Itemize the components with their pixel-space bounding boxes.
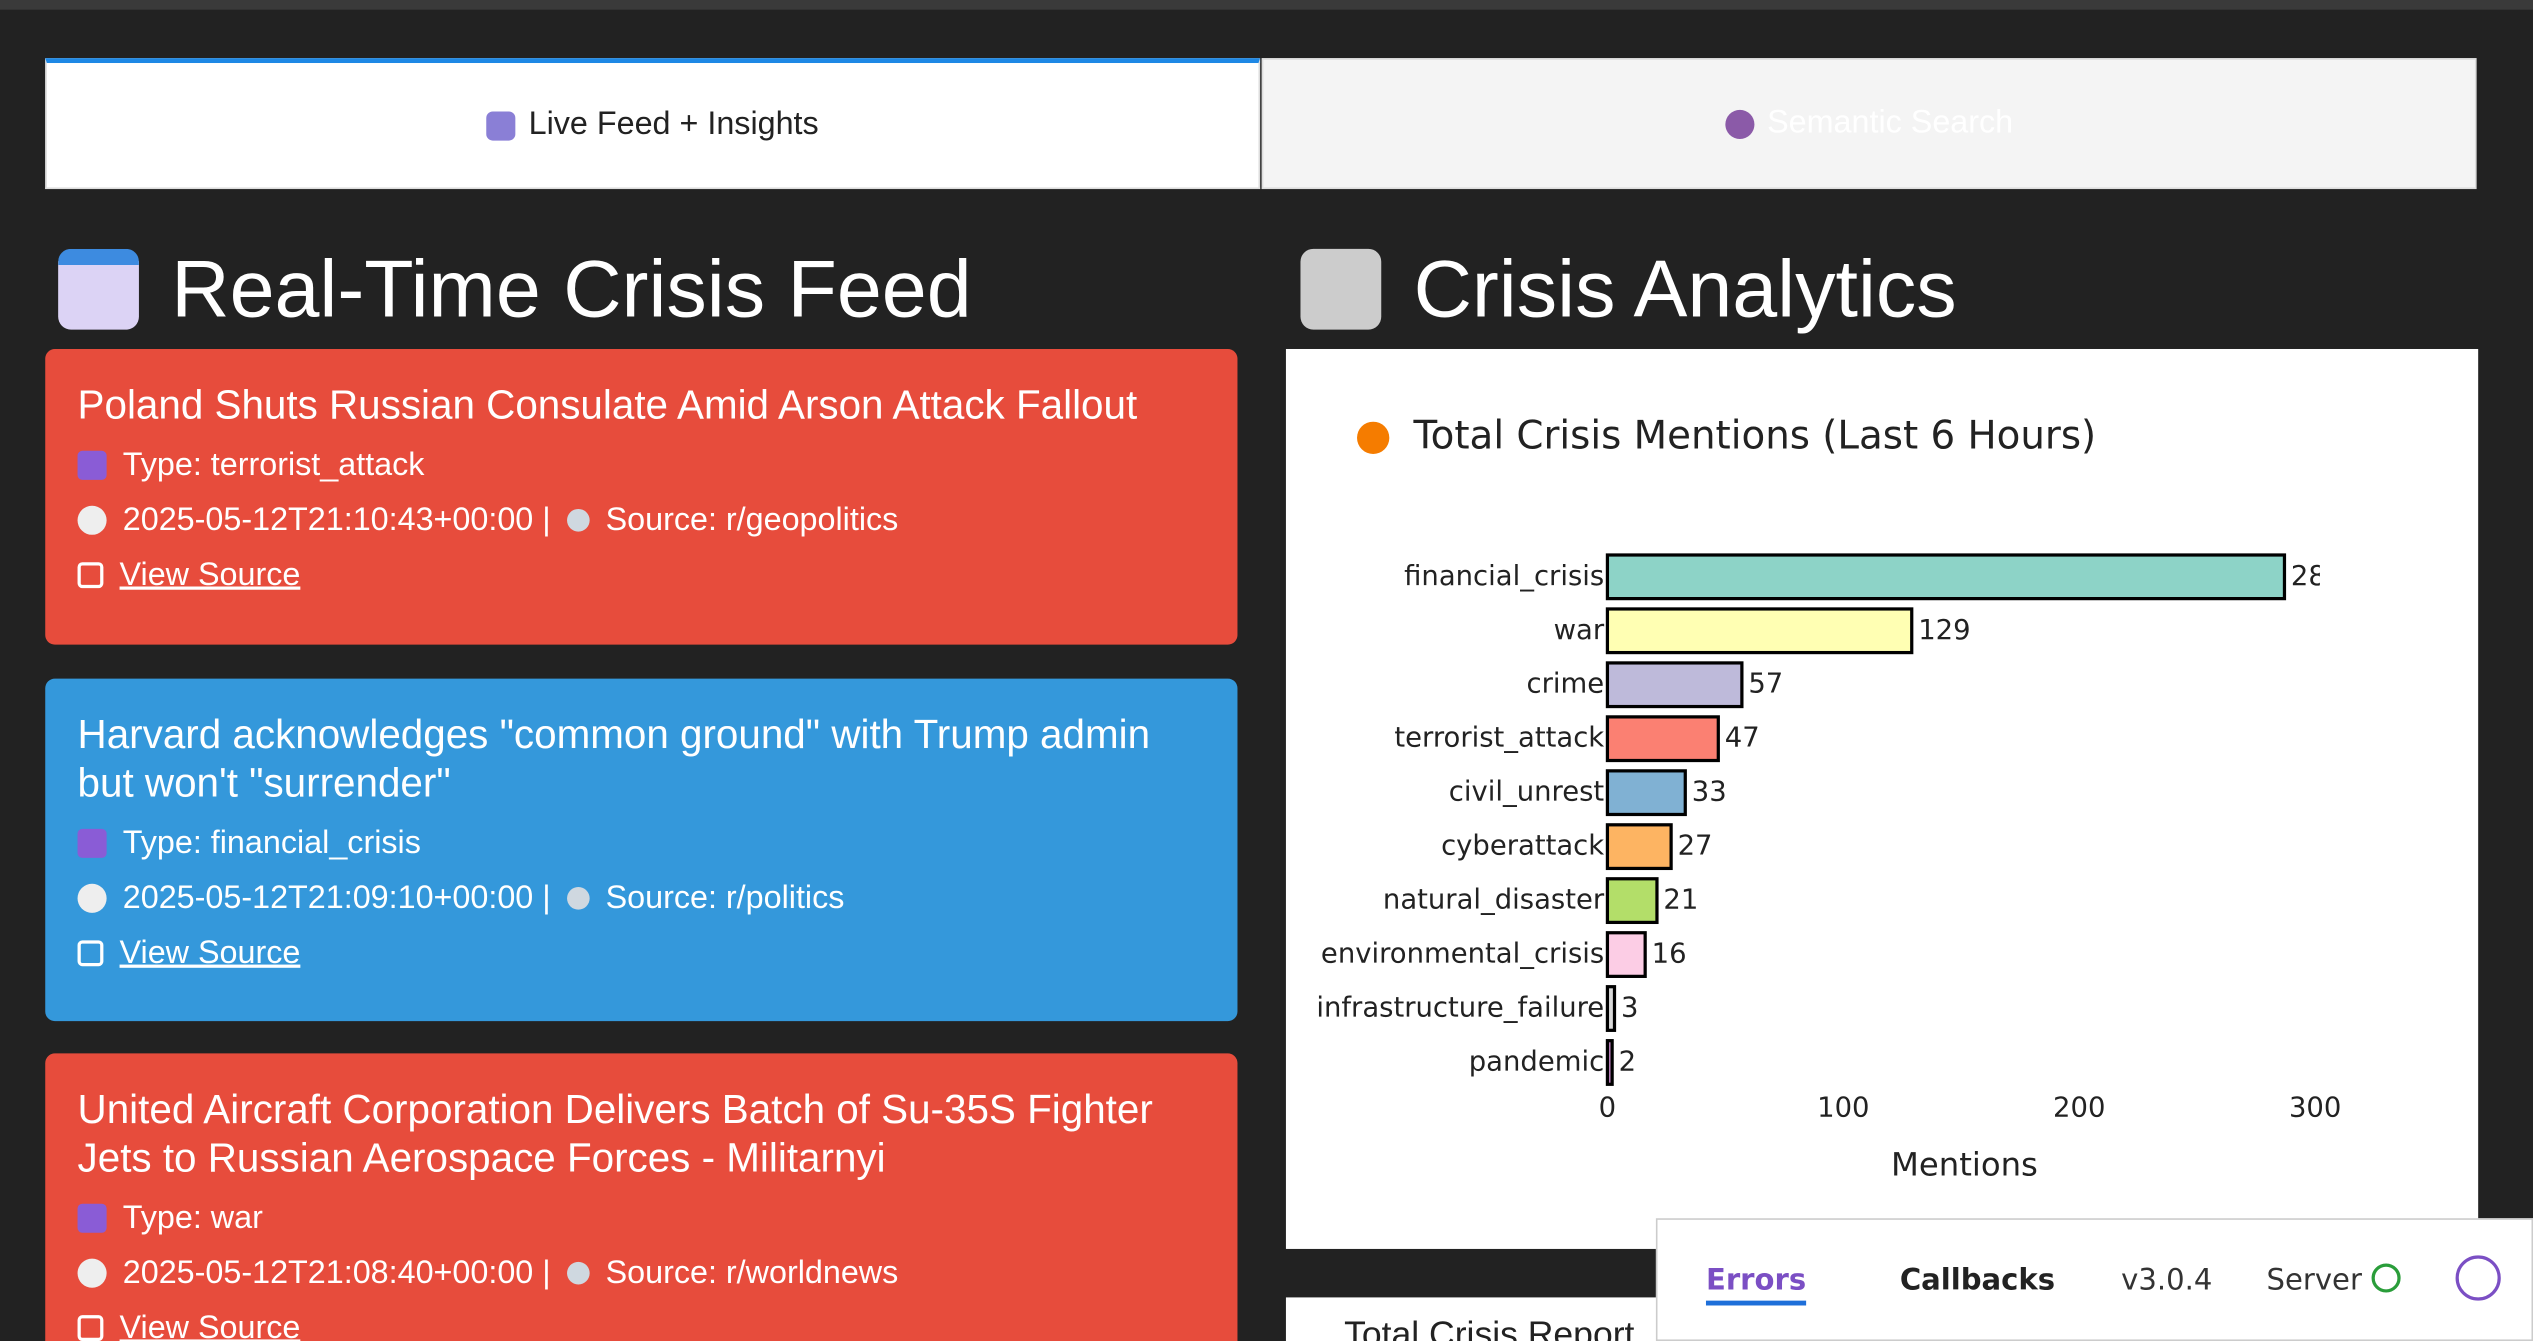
value-label: 27 [1678, 831, 1713, 862]
card-row: Type: terrorist_attack [77, 446, 1206, 485]
heading: Crisis Analytics [1300, 242, 1957, 336]
bar [1605, 877, 1659, 925]
card-title: Poland Shuts Russian Consulate Amid Arso… [77, 382, 1138, 429]
card-source: Source: r/worldnews [605, 1255, 899, 1291]
x-tick-label: 100 [1817, 1092, 1869, 1123]
card-row: 2025-05-12T21:10:43+00:00 | Source: r/geo… [77, 501, 1206, 540]
card-title: United Aircraft Corporation Delivers Bat… [77, 1087, 1153, 1182]
tab-label: Live Feed + Insights [528, 106, 819, 143]
panel-title: Total Crisis Report [1344, 1313, 1635, 1341]
card-type: Type: financial_crisis [122, 825, 421, 862]
y-tick-label: war [1554, 615, 1605, 646]
y-tick-label: natural_disaster [1383, 885, 1605, 916]
y-tick-label: infrastructure_failure [1316, 993, 1604, 1024]
server-status: Server [2266, 1263, 2362, 1298]
tab-label: Semantic Search [1767, 105, 2014, 141]
card-row: View Source [77, 556, 1206, 595]
toggle-button[interactable] [2455, 1255, 2501, 1301]
tab[interactable]: Semantic Search [1261, 58, 2477, 190]
status-icon [2371, 1263, 2401, 1293]
card-row: 2025-05-12T21:08:40+00:00 | Source: r/wor… [77, 1254, 1206, 1293]
heading: Real-Time Crisis Feed [58, 242, 972, 336]
y-tick-label: financial_crisis [1404, 561, 1604, 592]
bar [1605, 985, 1617, 1032]
fire-icon [1357, 421, 1390, 455]
x-tick-label: 0 [1599, 1092, 1616, 1123]
devtools-bar: Errors Callbacks v3.0.4 Server [1655, 1218, 2533, 1341]
value-label: 129 [1918, 615, 1970, 646]
value-label: 57 [1748, 669, 1783, 700]
heading-text: Real-Time Crisis Feed [171, 243, 972, 335]
card-title: Harvard acknowledges "common ground" wit… [77, 712, 1151, 807]
chart-title: Total Crisis Mentions (Last 6 Hours) [1413, 413, 2097, 458]
card-type: Type: war [122, 1200, 263, 1237]
card-link[interactable]: View Source [119, 935, 301, 972]
card-source: Source: r/geopolitics [605, 502, 899, 539]
card-time: 2025-05-12T21:08:40+00:00 | [122, 1255, 551, 1291]
card-time: 2025-05-12T21:09:10+00:00 | [122, 880, 551, 917]
y-tick-label: cyberattack [1441, 831, 1604, 862]
card-time: 2025-05-12T21:10:43+00:00 | [122, 502, 551, 539]
bar [1605, 715, 1720, 763]
chart: Total Crisis Mentions (Last 6 Hours) Men… [1316, 413, 2343, 1184]
callbacks-tab[interactable]: Callbacks [1899, 1263, 2056, 1298]
card-row: View Source [77, 934, 1206, 973]
card-row: View Source [77, 1309, 1206, 1341]
bar [1605, 769, 1687, 817]
card-link[interactable]: View Source [119, 557, 301, 593]
card-source: Source: r/politics [605, 880, 845, 917]
y-tick-label: terrorist_attack [1394, 723, 1604, 754]
heading-text: Crisis Analytics [1413, 243, 1957, 335]
x-tick-label: 200 [2053, 1092, 2105, 1123]
value-label: 3 [1621, 993, 1638, 1024]
y-tick-label: environmental_crisis [1321, 939, 1604, 970]
bar [1605, 823, 1673, 871]
version: v3.0.4 [2121, 1263, 2213, 1298]
bar [1605, 553, 2287, 601]
y-tick-label: civil_unrest [1449, 777, 1605, 808]
value-label: 16 [1652, 939, 1687, 970]
card-link[interactable]: View Source [119, 1310, 301, 1341]
card-type: Type: terrorist_attack [122, 447, 425, 484]
card-row: 2025-05-12T21:09:10+00:00 | Source: r/pol… [77, 879, 1206, 918]
chart-panel: Total Crisis Mentions (Last 6 Hours) Men… [1285, 348, 2479, 1249]
value-label: 33 [1692, 777, 1727, 808]
value-label: 47 [1725, 723, 1760, 754]
card-row: Type: war [77, 1199, 1206, 1238]
y-tick-label: crime [1527, 669, 1605, 700]
tab[interactable]: Live Feed + Insights [45, 58, 1261, 190]
top-bar [0, 0, 2533, 10]
x-axis-title: Mentions [1891, 1146, 2038, 1184]
value-label: 21 [1663, 885, 1698, 916]
value-label: 287 [2291, 561, 2343, 592]
bar [1605, 661, 1744, 709]
x-tick-label: 300 [2289, 1092, 2341, 1123]
value-label: 2 [1619, 1046, 1636, 1077]
bar [1605, 1039, 1614, 1086]
errors-tab[interactable]: Errors [1705, 1263, 1807, 1306]
y-tick-label: pandemic [1469, 1046, 1604, 1077]
feed-card: United Aircraft Corporation Delivers Bat… [45, 1053, 1238, 1341]
bar [1605, 931, 1647, 978]
feed-card: Harvard acknowledges "common ground" wit… [45, 678, 1238, 1022]
feed-card: Poland Shuts Russian Consulate Amid Arso… [45, 348, 1238, 645]
bar [1605, 607, 1914, 655]
plot-area: 287 129 57 47 33 27 21 16 3 2 [1605, 553, 2343, 1086]
card-row: Type: financial_crisis [77, 824, 1206, 863]
